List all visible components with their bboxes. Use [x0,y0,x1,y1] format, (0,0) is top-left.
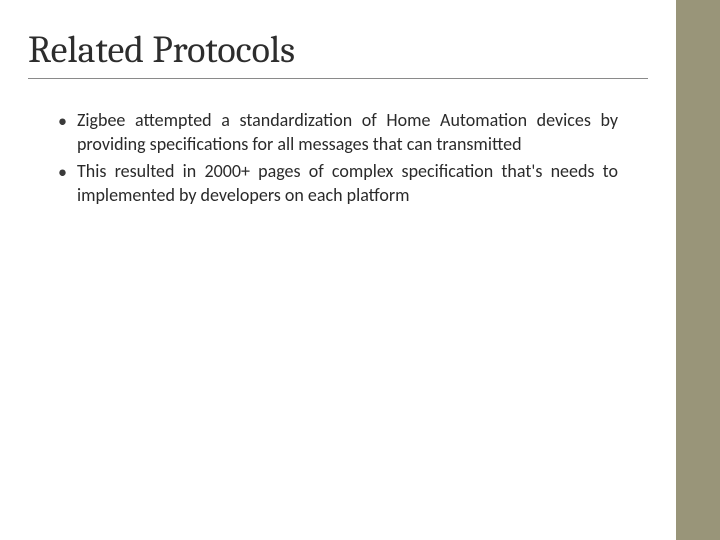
bullet-item: • This resulted in 2000+ pages of comple… [58,160,618,208]
bullet-text: Zigbee attempted a standardization of Ho… [77,109,618,157]
content-area: Related Protocols • Zigbee attempted a s… [0,0,676,540]
bullet-list: • Zigbee attempted a standardization of … [28,109,648,208]
accent-bar [676,0,720,540]
bullet-item: • Zigbee attempted a standardization of … [58,109,618,157]
bullet-marker-icon: • [58,160,67,184]
slide-title: Related Protocols [28,30,648,72]
title-underline [28,78,648,79]
bullet-marker-icon: • [58,109,67,133]
bullet-text: This resulted in 2000+ pages of complex … [77,160,618,208]
slide: Related Protocols • Zigbee attempted a s… [0,0,720,540]
